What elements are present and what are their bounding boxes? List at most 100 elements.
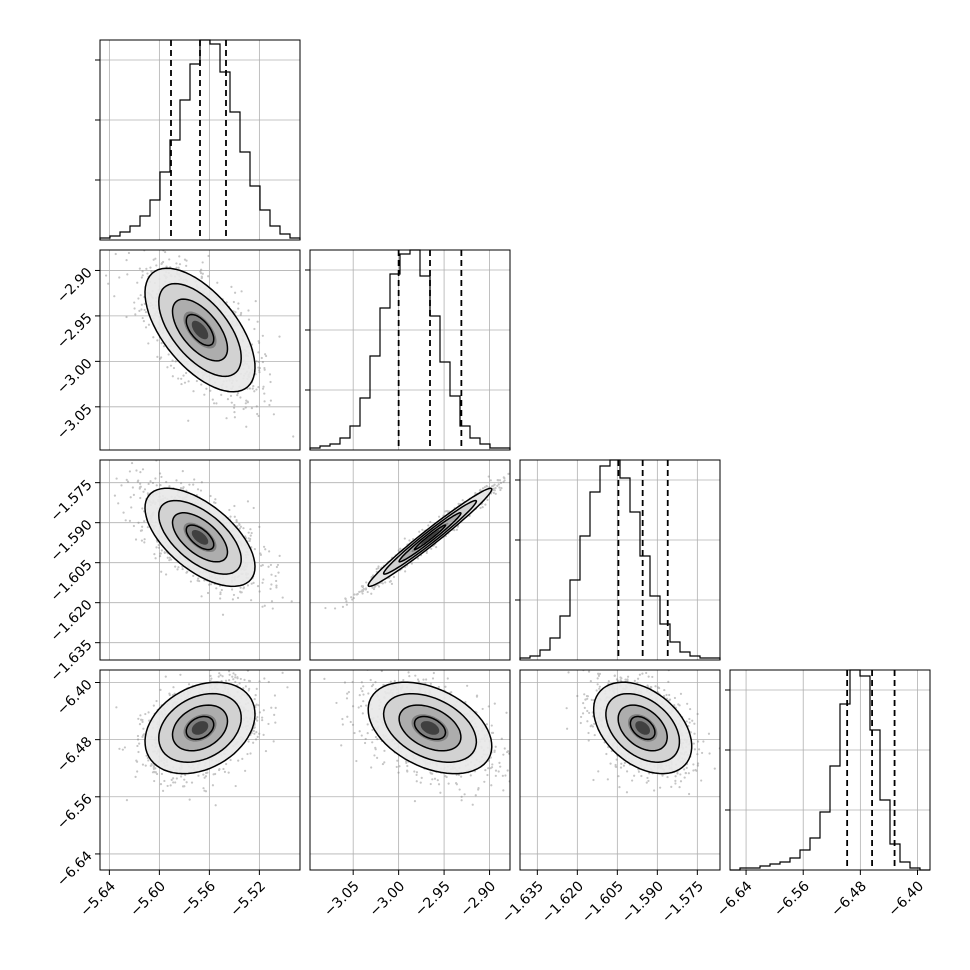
sample-point xyxy=(269,563,273,567)
sample-point xyxy=(381,582,384,585)
sample-point xyxy=(141,735,144,738)
sample-point xyxy=(174,565,177,568)
sample-point xyxy=(242,407,245,411)
sample-point xyxy=(146,272,149,275)
contour-line xyxy=(171,298,229,362)
sample-point xyxy=(149,266,152,269)
sample-point xyxy=(154,767,157,770)
sample-point xyxy=(355,593,359,596)
sample-point xyxy=(492,484,495,487)
sample-point xyxy=(253,390,256,393)
sample-point xyxy=(152,770,156,774)
sample-point xyxy=(278,554,281,557)
histogram-grid xyxy=(520,460,720,660)
sample-point xyxy=(209,389,212,392)
sample-point xyxy=(158,472,162,475)
sample-point xyxy=(139,471,142,474)
sample-point xyxy=(168,556,171,559)
sample-point xyxy=(154,257,157,260)
tick-marks xyxy=(95,269,100,408)
sample-point xyxy=(281,596,284,599)
sample-point xyxy=(392,575,396,579)
sample-point xyxy=(236,394,239,397)
sample-point xyxy=(502,480,505,483)
histogram-panel-3 xyxy=(725,669,931,871)
sample-point xyxy=(264,353,267,356)
sample-point xyxy=(262,578,265,581)
sample-point xyxy=(122,511,125,514)
sample-point xyxy=(262,545,266,548)
sample-point xyxy=(261,719,264,722)
sample-point xyxy=(175,262,178,265)
sample-point xyxy=(196,488,200,491)
sample-point xyxy=(140,303,143,306)
sample-point xyxy=(139,294,142,297)
sample-point xyxy=(258,590,261,593)
sample-point xyxy=(162,345,166,348)
contour-line xyxy=(185,524,215,551)
scatter-panel-frame xyxy=(99,459,301,661)
histogram-panel-frame xyxy=(309,249,511,451)
sample-point xyxy=(246,584,250,587)
sample-point xyxy=(408,539,411,542)
sample-point xyxy=(192,483,195,486)
sample-point xyxy=(238,527,241,530)
sample-point xyxy=(486,498,489,501)
sample-point xyxy=(159,688,162,691)
sample-point xyxy=(267,565,270,568)
sample-point xyxy=(267,722,270,726)
sample-point xyxy=(164,573,168,576)
sample-point xyxy=(125,799,129,802)
sample-point xyxy=(126,480,130,483)
sample-point xyxy=(160,549,163,552)
sample-point xyxy=(209,674,212,677)
sample-point xyxy=(272,413,275,416)
scatter-panel-3-0 xyxy=(95,669,301,875)
sample-point xyxy=(160,356,163,359)
sample-point xyxy=(261,564,264,567)
sample-point xyxy=(390,582,394,585)
sample-point xyxy=(181,567,184,571)
sample-point xyxy=(239,396,242,399)
sample-point xyxy=(239,677,242,681)
sample-point xyxy=(225,301,228,304)
sample-point xyxy=(140,529,144,532)
sample-point xyxy=(164,250,167,254)
sample-point xyxy=(232,672,235,675)
contour-line xyxy=(158,282,242,378)
sample-point xyxy=(130,461,134,465)
sample-point xyxy=(145,754,148,757)
histogram-panel-1 xyxy=(305,249,511,451)
sample-point xyxy=(239,525,243,528)
sample-point xyxy=(261,360,264,364)
sample-point xyxy=(275,586,278,589)
sample-point xyxy=(141,274,144,277)
sample-point xyxy=(237,307,240,310)
sample-point xyxy=(232,593,236,597)
sample-point xyxy=(152,765,155,769)
sample-point xyxy=(200,277,203,280)
sample-point xyxy=(168,559,171,562)
sample-point xyxy=(215,402,218,405)
sample-point xyxy=(201,261,204,264)
scatter-grid xyxy=(100,460,300,660)
sample-point xyxy=(159,552,162,555)
sample-point xyxy=(206,771,209,774)
sample-point xyxy=(479,488,482,491)
sample-point xyxy=(292,435,295,438)
sample-point xyxy=(246,401,249,404)
sample-point xyxy=(221,613,225,616)
sample-point xyxy=(269,380,272,384)
sample-point xyxy=(155,484,158,487)
sample-point xyxy=(361,590,364,593)
sample-point xyxy=(258,341,261,344)
sample-point xyxy=(166,556,169,559)
sample-point xyxy=(143,520,146,523)
sample-point xyxy=(212,402,216,405)
sample-point xyxy=(277,571,280,574)
scatter-panel-frame xyxy=(99,249,301,451)
sample-point xyxy=(157,543,160,547)
sample-point xyxy=(188,798,191,801)
sample-point xyxy=(195,379,198,383)
